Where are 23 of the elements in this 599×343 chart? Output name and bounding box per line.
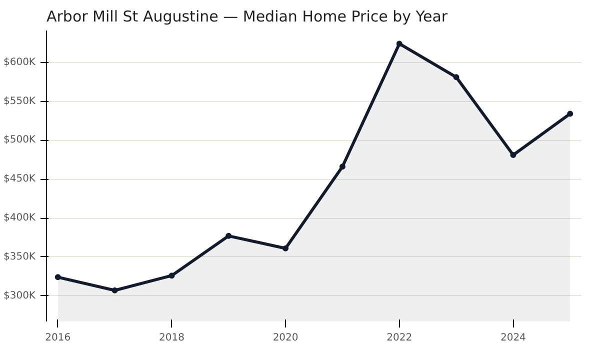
point: [168, 272, 175, 279]
x-tick-label: 2024: [500, 332, 526, 343]
y-tick-label: $600K: [3, 56, 36, 68]
x-tick-label: 2018: [158, 332, 184, 343]
point: [282, 245, 289, 252]
y-tick-label: $300K: [3, 290, 36, 302]
point: [54, 274, 61, 280]
point: [510, 152, 516, 158]
point: [453, 74, 460, 80]
y-tick-label: $400K: [3, 212, 36, 224]
x-tick-label: 2020: [272, 332, 298, 343]
x-tick-label: 2016: [45, 332, 71, 343]
point: [112, 287, 118, 294]
point: [226, 232, 232, 239]
point: [339, 164, 346, 170]
y-tick-label: $500K: [3, 134, 36, 146]
y-tick-label: $350K: [3, 251, 36, 262]
point: [567, 110, 574, 117]
x-tick-label: 2022: [386, 332, 412, 343]
point: [396, 40, 402, 47]
y-tick-label: $550K: [3, 96, 36, 107]
chart-title: Arbor Mill St Augustine — Median Home Price by Year: [46, 8, 448, 26]
y-tick-label: $450K: [3, 174, 36, 185]
